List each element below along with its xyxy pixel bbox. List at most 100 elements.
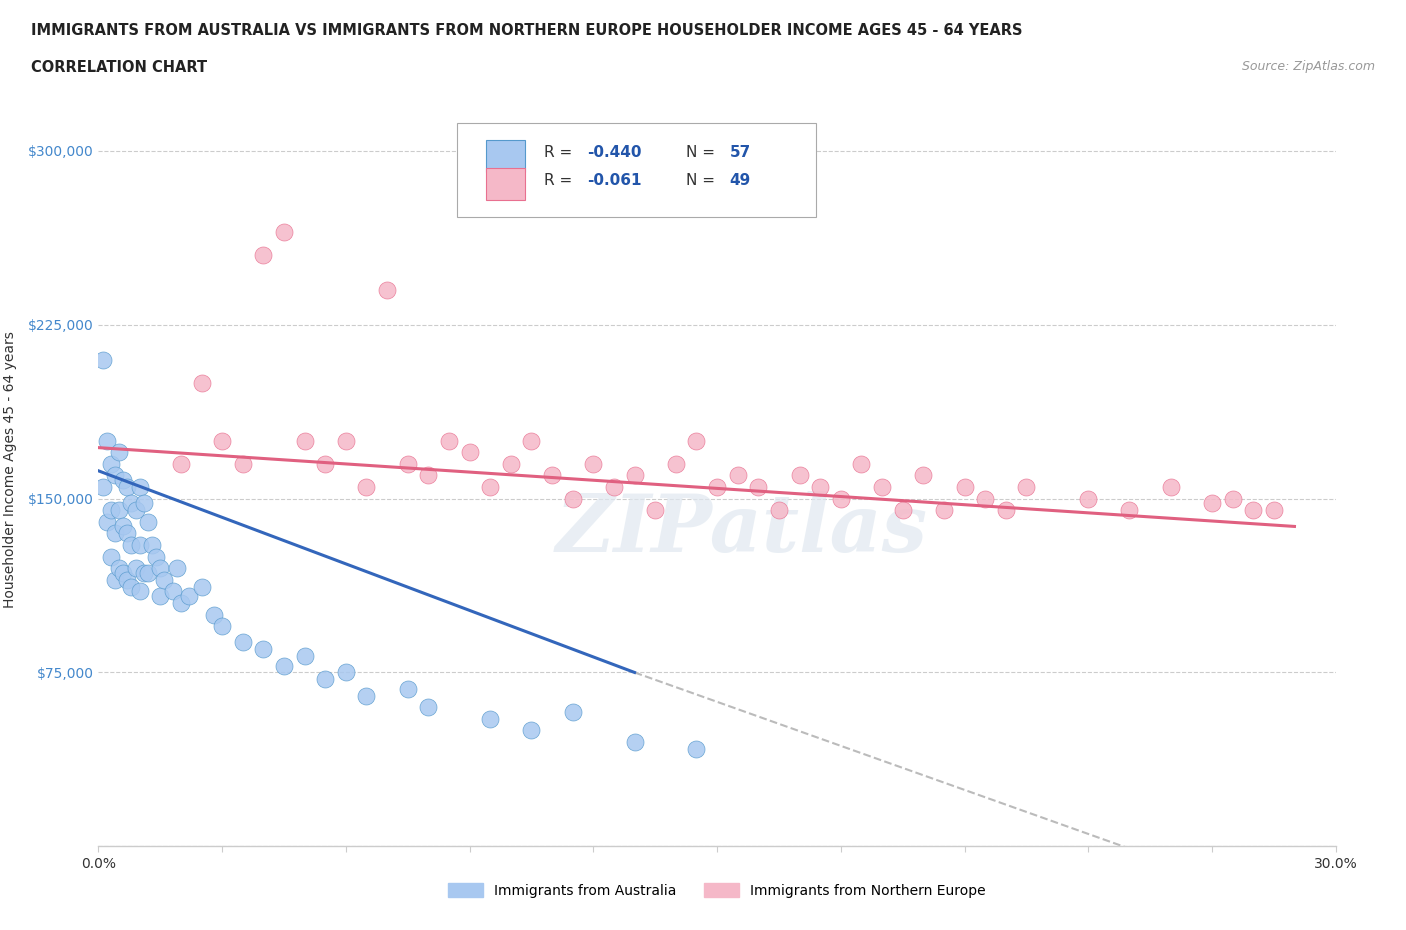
Point — [190, 579, 212, 594]
Point — [120, 579, 142, 594]
Point — [117, 480, 139, 495]
Point — [232, 635, 254, 650]
Point — [1222, 491, 1244, 506]
Point — [108, 503, 131, 518]
Text: N =: N = — [686, 145, 720, 160]
Point — [149, 589, 172, 604]
Point — [335, 433, 357, 448]
Point — [603, 480, 626, 495]
Point — [520, 433, 543, 448]
Point — [112, 472, 135, 487]
Point — [96, 514, 118, 529]
Point — [132, 496, 155, 511]
Point — [458, 445, 481, 459]
Text: R =: R = — [544, 173, 576, 188]
Point — [136, 565, 159, 580]
Text: N =: N = — [686, 173, 720, 188]
Point — [149, 561, 172, 576]
Point — [179, 589, 201, 604]
Point — [100, 457, 122, 472]
Point — [112, 519, 135, 534]
Point — [314, 672, 336, 687]
Point — [437, 433, 460, 448]
Point — [252, 642, 274, 657]
Point — [108, 445, 131, 459]
Point — [685, 433, 707, 448]
Point — [356, 480, 378, 495]
Point — [582, 457, 605, 472]
Point — [747, 480, 769, 495]
Point — [541, 468, 564, 483]
Point — [211, 433, 233, 448]
Point — [356, 688, 378, 703]
Point — [190, 376, 212, 391]
Point — [141, 538, 163, 552]
Text: CORRELATION CHART: CORRELATION CHART — [31, 60, 207, 75]
Text: -0.061: -0.061 — [588, 173, 641, 188]
Text: 57: 57 — [730, 145, 751, 160]
Point — [418, 468, 440, 483]
Point — [145, 549, 167, 564]
Point — [136, 514, 159, 529]
Point — [1160, 480, 1182, 495]
Point — [120, 496, 142, 511]
Point — [132, 565, 155, 580]
Point — [128, 480, 150, 495]
Point — [994, 503, 1017, 518]
Point — [294, 649, 316, 664]
Point — [202, 607, 225, 622]
Point — [170, 595, 193, 610]
Point — [273, 225, 295, 240]
Point — [120, 538, 142, 552]
Point — [166, 561, 188, 576]
Point — [685, 741, 707, 756]
Point — [644, 503, 666, 518]
Y-axis label: Householder Income Ages 45 - 64 years: Householder Income Ages 45 - 64 years — [3, 331, 17, 608]
Point — [870, 480, 893, 495]
Point — [1241, 503, 1264, 518]
Point — [104, 468, 127, 483]
Point — [520, 723, 543, 737]
Point — [232, 457, 254, 472]
Point — [117, 526, 139, 541]
Point — [96, 433, 118, 448]
Point — [128, 584, 150, 599]
Point — [396, 457, 419, 472]
Point — [953, 480, 976, 495]
FancyBboxPatch shape — [485, 140, 526, 172]
Point — [561, 704, 583, 719]
Point — [830, 491, 852, 506]
Point — [499, 457, 522, 472]
Text: IMMIGRANTS FROM AUSTRALIA VS IMMIGRANTS FROM NORTHERN EUROPE HOUSEHOLDER INCOME : IMMIGRANTS FROM AUSTRALIA VS IMMIGRANTS … — [31, 23, 1022, 38]
Point — [851, 457, 873, 472]
Point — [768, 503, 790, 518]
Point — [1201, 496, 1223, 511]
Point — [1263, 503, 1285, 518]
Point — [623, 468, 645, 483]
Point — [91, 352, 114, 367]
Point — [153, 572, 176, 587]
Point — [170, 457, 193, 472]
Point — [974, 491, 997, 506]
Point — [100, 503, 122, 518]
Point — [418, 699, 440, 714]
Point — [104, 526, 127, 541]
Point — [104, 572, 127, 587]
Point — [1077, 491, 1099, 506]
Point — [100, 549, 122, 564]
Point — [124, 503, 146, 518]
Point — [706, 480, 728, 495]
Point — [211, 618, 233, 633]
Point — [932, 503, 955, 518]
Point — [112, 565, 135, 580]
Point — [128, 538, 150, 552]
Point — [479, 711, 502, 726]
Point — [891, 503, 914, 518]
FancyBboxPatch shape — [485, 168, 526, 200]
Point — [623, 735, 645, 750]
Text: 49: 49 — [730, 173, 751, 188]
Point — [314, 457, 336, 472]
Point — [912, 468, 935, 483]
Point — [1118, 503, 1140, 518]
Point — [162, 584, 184, 599]
